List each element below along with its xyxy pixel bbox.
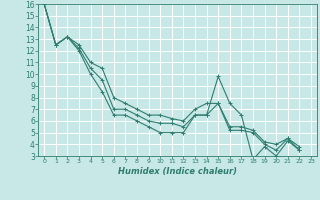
X-axis label: Humidex (Indice chaleur): Humidex (Indice chaleur): [118, 167, 237, 176]
